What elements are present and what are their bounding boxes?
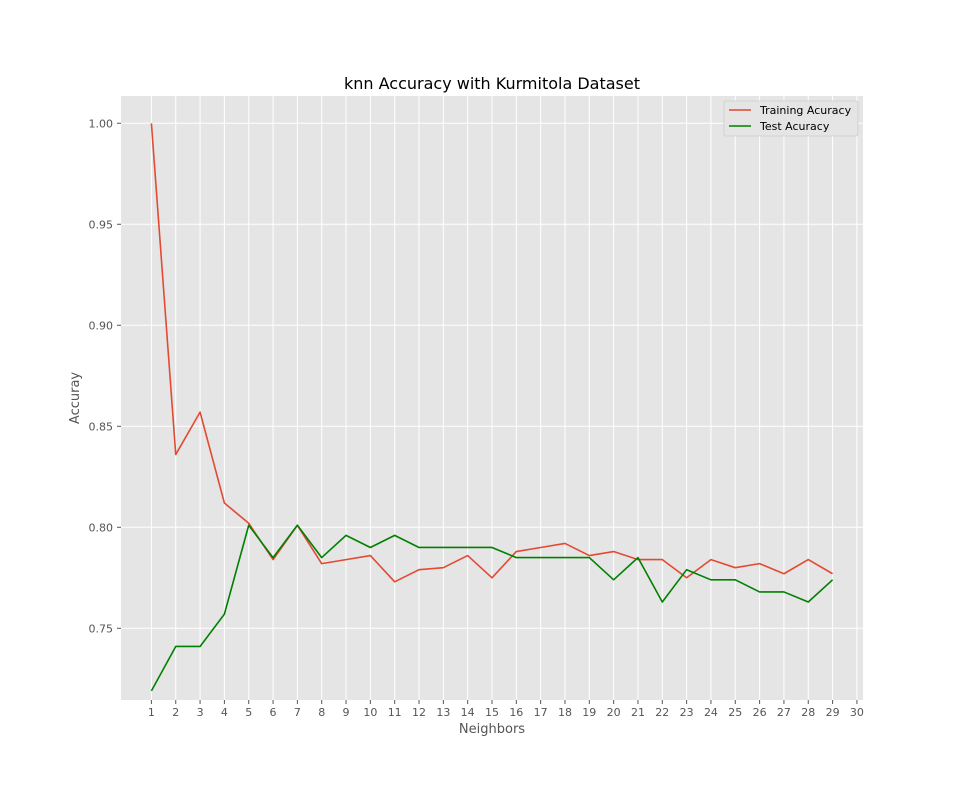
x-tick-label: 13 <box>436 706 450 719</box>
legend-label-test: Test Acuracy <box>759 120 830 133</box>
x-tick-label: 14 <box>461 706 475 719</box>
y-tick-label: 0.90 <box>89 319 114 332</box>
x-tick-label: 22 <box>655 706 669 719</box>
x-tick-label: 3 <box>197 706 204 719</box>
x-tick-label: 15 <box>485 706 499 719</box>
tick-marks <box>117 122 858 704</box>
tick-labels: 1 2 3 4 5 6 7 8 9 10 11 12 13 14 15 16 17 18 19 20 21 22 23 24 2… <box>89 117 864 719</box>
x-tick-label: 24 <box>704 706 718 719</box>
x-tick-label: 27 <box>777 706 791 719</box>
x-tick-label: 30 <box>850 706 864 719</box>
x-tick-label: 4 <box>221 706 228 719</box>
y-tick-label: 0.85 <box>89 420 114 433</box>
x-axis-label: Neighbors <box>459 722 525 737</box>
x-tick-label: 5 <box>245 706 252 719</box>
y-tick-label: 0.95 <box>89 218 114 231</box>
x-tick-label: 20 <box>607 706 621 719</box>
series-line-test <box>150 524 834 692</box>
chart-title: knn Accuracy with Kurmitola Dataset <box>344 74 640 93</box>
x-tick-label: 21 <box>631 706 645 719</box>
x-tick-label: 10 <box>363 706 377 719</box>
series-layer <box>150 123 834 692</box>
x-tick-label: 12 <box>412 706 426 719</box>
x-tick-label: 1 <box>148 706 155 719</box>
x-tick-label: 11 <box>388 706 402 719</box>
x-tick-label: 28 <box>801 706 815 719</box>
x-tick-label: 26 <box>753 706 767 719</box>
x-tick-label: 2 <box>172 706 179 719</box>
y-tick-label: 1.00 <box>89 117 114 130</box>
x-tick-label: 25 <box>728 706 742 719</box>
legend: Training Acuracy Test Acuracy <box>723 100 859 137</box>
y-tick-label: 0.75 <box>89 622 114 635</box>
x-tick-label: 8 <box>318 706 325 719</box>
x-tick-label: 18 <box>558 706 572 719</box>
x-tick-label: 23 <box>680 706 694 719</box>
x-tick-label: 9 <box>343 706 350 719</box>
x-tick-label: 29 <box>826 706 840 719</box>
legend-label-training: Training Acuracy <box>759 104 852 117</box>
y-axis-label: Accuray <box>68 372 83 425</box>
x-tick-label: 17 <box>534 706 548 719</box>
x-tick-label: 7 <box>294 706 301 719</box>
legend-box <box>723 100 859 137</box>
x-tick-label: 16 <box>509 706 523 719</box>
x-tick-label: 6 <box>270 706 277 719</box>
y-tick-label: 0.80 <box>89 521 114 534</box>
x-tick-label: 19 <box>582 706 596 719</box>
